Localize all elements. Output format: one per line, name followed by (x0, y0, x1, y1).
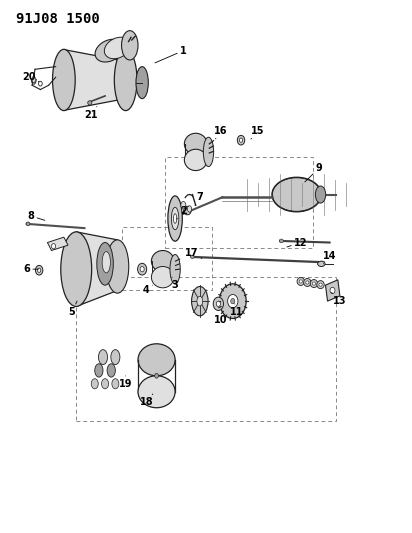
Ellipse shape (171, 207, 179, 230)
Ellipse shape (97, 243, 113, 285)
Text: 21: 21 (84, 107, 97, 119)
Ellipse shape (122, 30, 138, 60)
Ellipse shape (272, 177, 321, 212)
Ellipse shape (32, 76, 35, 83)
Ellipse shape (39, 82, 42, 86)
Ellipse shape (187, 206, 192, 212)
Text: 1: 1 (155, 46, 187, 63)
Ellipse shape (138, 263, 147, 275)
Ellipse shape (136, 67, 148, 99)
Polygon shape (47, 237, 68, 251)
Text: 14: 14 (323, 251, 336, 264)
Polygon shape (76, 232, 117, 306)
Ellipse shape (168, 196, 182, 241)
Ellipse shape (151, 266, 174, 288)
Polygon shape (325, 280, 340, 301)
Ellipse shape (91, 378, 98, 389)
Ellipse shape (192, 287, 208, 316)
Polygon shape (64, 50, 126, 110)
Ellipse shape (95, 39, 123, 62)
Ellipse shape (114, 50, 137, 110)
Text: 3: 3 (172, 277, 178, 290)
Text: 7: 7 (195, 192, 203, 205)
Ellipse shape (231, 298, 235, 304)
Ellipse shape (203, 137, 214, 167)
Text: 13: 13 (332, 293, 346, 306)
Ellipse shape (237, 135, 245, 145)
Ellipse shape (102, 252, 110, 273)
Text: 8: 8 (28, 211, 45, 221)
Ellipse shape (140, 266, 144, 272)
Ellipse shape (299, 280, 302, 283)
Text: 17: 17 (185, 248, 202, 259)
Text: 19: 19 (119, 376, 132, 389)
Ellipse shape (151, 251, 174, 272)
Ellipse shape (304, 278, 311, 287)
Ellipse shape (111, 350, 120, 365)
Text: 11: 11 (230, 304, 243, 317)
Text: 4: 4 (143, 285, 152, 295)
Text: 2: 2 (177, 206, 187, 219)
Text: 18: 18 (139, 394, 153, 407)
Ellipse shape (330, 287, 335, 294)
Ellipse shape (98, 350, 108, 365)
Ellipse shape (107, 364, 115, 377)
Text: 20: 20 (22, 72, 39, 82)
Ellipse shape (170, 255, 180, 284)
Ellipse shape (35, 265, 43, 275)
Text: 6: 6 (23, 264, 38, 274)
Ellipse shape (104, 37, 131, 59)
Ellipse shape (184, 133, 207, 155)
Ellipse shape (37, 268, 41, 272)
Ellipse shape (312, 282, 316, 285)
Ellipse shape (52, 244, 56, 249)
Ellipse shape (279, 239, 283, 243)
Ellipse shape (53, 50, 75, 110)
Ellipse shape (297, 277, 304, 286)
Ellipse shape (239, 138, 243, 142)
Ellipse shape (184, 206, 191, 215)
Ellipse shape (317, 280, 324, 289)
Ellipse shape (316, 186, 325, 203)
Bar (122, 227, 212, 290)
Ellipse shape (26, 222, 30, 226)
Ellipse shape (310, 279, 318, 288)
Ellipse shape (106, 240, 129, 293)
Ellipse shape (138, 376, 175, 408)
Text: 9: 9 (305, 163, 323, 182)
Text: 91J08 1500: 91J08 1500 (16, 12, 100, 26)
Ellipse shape (184, 149, 207, 171)
Ellipse shape (112, 378, 119, 389)
Ellipse shape (197, 296, 203, 306)
Ellipse shape (190, 255, 194, 259)
Bar (76, 277, 336, 421)
Ellipse shape (227, 294, 238, 308)
Ellipse shape (138, 344, 175, 376)
Ellipse shape (318, 261, 325, 266)
Text: 15: 15 (251, 126, 264, 139)
Bar (165, 157, 313, 248)
Text: 5: 5 (69, 301, 77, 317)
Ellipse shape (213, 297, 223, 310)
Ellipse shape (61, 232, 91, 306)
Text: 12: 12 (287, 238, 307, 247)
Ellipse shape (181, 201, 186, 209)
Text: 16: 16 (214, 126, 227, 139)
Ellipse shape (306, 281, 309, 284)
Ellipse shape (95, 364, 103, 377)
Ellipse shape (173, 214, 177, 223)
Ellipse shape (154, 373, 158, 378)
Ellipse shape (319, 283, 322, 286)
Ellipse shape (219, 284, 246, 318)
Text: 10: 10 (214, 312, 227, 325)
Ellipse shape (88, 101, 92, 105)
Ellipse shape (216, 301, 220, 306)
Ellipse shape (101, 378, 108, 389)
